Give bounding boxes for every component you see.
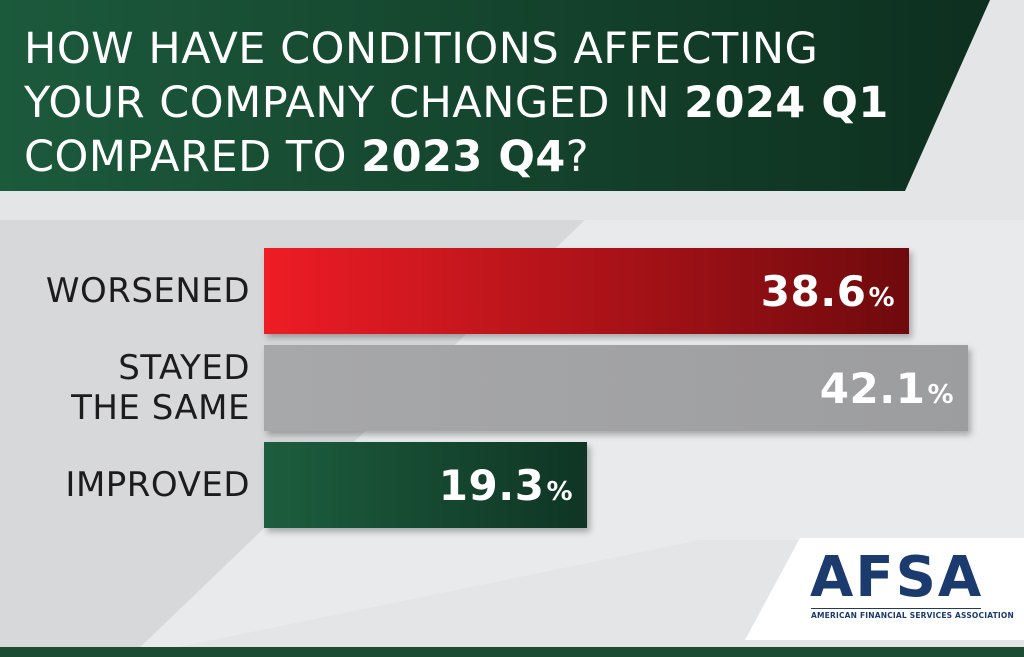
- title-quarter-previous: 2023 Q4: [361, 132, 566, 182]
- category-label: WORSENED: [46, 271, 250, 311]
- bottom-strip: [0, 647, 1024, 657]
- afsa-logo-subtitle: AMERICAN FINANCIAL SERVICES ASSOCIATION: [811, 608, 1014, 620]
- value-number: 19.3: [438, 460, 545, 510]
- value-number: 38.6: [760, 266, 867, 316]
- category-label: IMPROVED: [65, 465, 250, 505]
- value-unit: %: [868, 283, 895, 313]
- category-label: STAYED THE SAME: [71, 348, 250, 428]
- bar-improved: 19.3%: [264, 442, 587, 528]
- category-label-line: IMPROVED: [65, 465, 250, 505]
- afsa-logo: AFSA: [810, 545, 984, 610]
- category-label-line: THE SAME: [71, 388, 250, 428]
- bar-worsened: 38.6%: [264, 248, 909, 334]
- bar-value-label: 19.3%: [439, 442, 573, 528]
- title-line-3: COMPARED TO 2023 Q4?: [24, 132, 590, 182]
- category-label-line: STAYED: [118, 348, 250, 388]
- value-number: 42.1: [819, 363, 926, 413]
- title-banner: [0, 0, 990, 191]
- logo-panel: [745, 538, 1024, 640]
- category-label-line: WORSENED: [45, 271, 250, 311]
- chart-title: HOW HAVE CONDITIONS AFFECTING YOUR COMPA…: [24, 22, 924, 184]
- bar-value-label: 38.6%: [761, 248, 895, 334]
- value-unit: %: [927, 380, 954, 410]
- bar-value-label: 42.1%: [820, 345, 954, 431]
- title-quarter-current: 2024 Q1: [684, 78, 889, 128]
- bar-stayed-the-same: 42.1%: [264, 345, 968, 431]
- value-unit: %: [546, 477, 573, 507]
- title-line-2: YOUR COMPANY CHANGED IN 2024 Q1: [24, 78, 889, 128]
- title-line-1: HOW HAVE CONDITIONS AFFECTING: [24, 24, 819, 74]
